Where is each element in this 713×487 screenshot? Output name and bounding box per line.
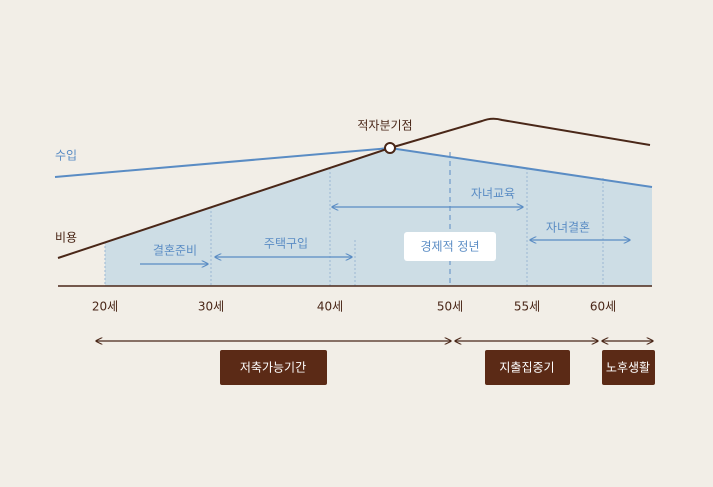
event-label: 자녀교육 xyxy=(471,187,515,201)
event-arrows xyxy=(140,207,630,264)
period-box xyxy=(485,350,570,385)
event-label: 경제적 정년 xyxy=(420,240,479,254)
age-label: 20세 xyxy=(92,300,118,314)
retirement-box xyxy=(404,232,496,261)
break-even-point xyxy=(384,142,396,154)
age-label: 55세 xyxy=(514,300,540,314)
period-label: 노후생활 xyxy=(606,361,650,375)
income-label: 수입 xyxy=(55,149,77,163)
period-label: 지출집중기 xyxy=(499,361,554,375)
age-label: 60세 xyxy=(590,300,616,314)
event-label: 주택구입 xyxy=(264,237,308,251)
cost-label: 비용 xyxy=(55,231,77,245)
event-label: 자녀결혼 xyxy=(546,221,590,235)
period-dividers xyxy=(104,168,604,286)
period-box xyxy=(602,350,655,385)
period-box xyxy=(220,350,327,385)
savings-area xyxy=(105,148,652,286)
age-label: 30세 xyxy=(198,300,224,314)
age-label: 50세 xyxy=(437,300,463,314)
period-label: 저축가능기간 xyxy=(240,361,306,375)
event-label: 결혼준비 xyxy=(153,244,197,258)
cost-line xyxy=(57,117,651,259)
age-label: 40세 xyxy=(317,300,343,314)
break-even-label: 적자분기점 xyxy=(357,119,412,133)
